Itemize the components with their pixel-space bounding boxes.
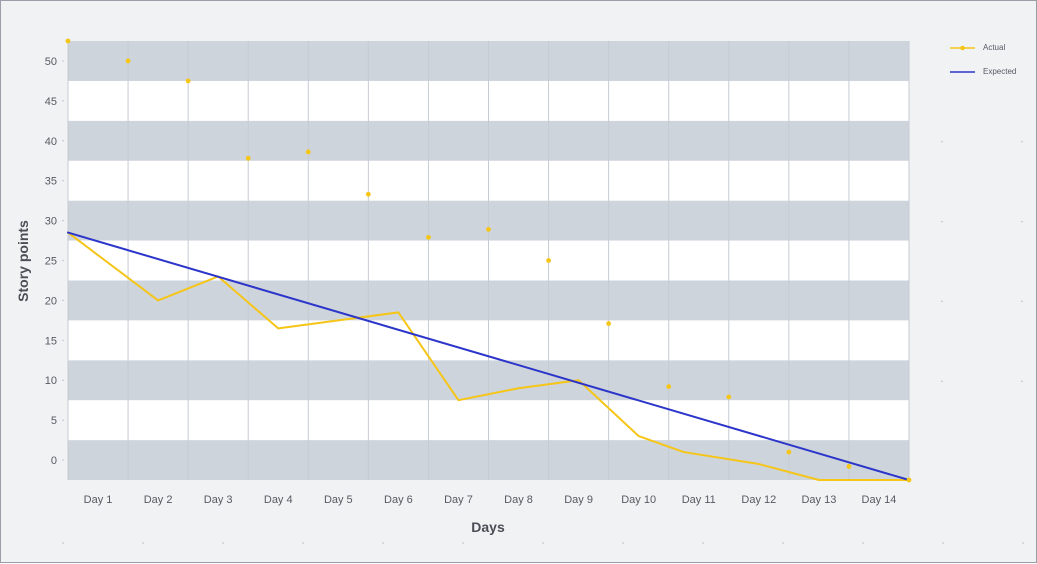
grid-dot <box>1021 220 1023 223</box>
series-line-expected <box>67 231 910 481</box>
y-tick-label: 15 <box>45 335 57 347</box>
x-tick-labels: Day 1 Day 2 Day 3 Day 4 Day 5 Day 6 Day 7 Day 8… <box>84 494 897 506</box>
grid-dot <box>302 542 304 544</box>
grid-dot <box>62 542 64 544</box>
grid-dot <box>942 542 944 544</box>
legend-item-expected: Expected <box>950 67 1016 76</box>
data-point-actual <box>426 234 431 240</box>
x-tick-label: Day 13 <box>801 494 836 506</box>
faint-grid-dots <box>62 60 1024 544</box>
legend-expected-label: Expected <box>983 67 1016 76</box>
grid-dot <box>142 542 144 544</box>
data-point-actual <box>486 226 491 232</box>
grid-dot <box>1021 380 1023 382</box>
y-tick-label: 25 <box>45 256 57 268</box>
x-tick-label: Day 6 <box>384 494 413 506</box>
data-point-actual <box>125 58 131 64</box>
series-line-actual <box>67 231 910 481</box>
grid-dot <box>62 419 64 421</box>
y-tick-label: 35 <box>45 176 57 188</box>
grid-dot <box>1022 542 1024 544</box>
y-tick-labels: 0 5 10 15 20 25 30 35 40 45 50 <box>45 56 57 467</box>
x-tick-label: Day 4 <box>264 494 293 506</box>
grid-dot <box>62 299 64 302</box>
grid-dot <box>222 542 224 544</box>
grid-dot <box>62 259 64 262</box>
grid-dot <box>1021 300 1023 303</box>
x-axis-title: Days <box>471 519 505 535</box>
y-tick-label: 5 <box>51 415 57 427</box>
grid-dot <box>62 140 64 142</box>
x-tick-label: Day 5 <box>324 494 353 506</box>
x-tick-label: Day 11 <box>682 494 716 506</box>
grid-dot <box>62 459 64 461</box>
y-tick-label: 30 <box>45 216 57 228</box>
y-tick-label: 40 <box>45 136 57 148</box>
x-tick-label: Day 9 <box>564 494 593 506</box>
data-point-actual <box>185 78 191 84</box>
data-point-actual <box>65 38 71 44</box>
grid-dot <box>941 141 943 143</box>
legend-item-actual: Actual <box>950 43 1005 52</box>
series-lines <box>67 231 910 481</box>
grid-dot <box>62 379 64 381</box>
data-point-actual <box>546 258 551 263</box>
grid-dot <box>941 380 943 382</box>
x-tick-label: Day 12 <box>741 494 776 506</box>
grid-dot <box>941 300 943 303</box>
grid-dot <box>1021 141 1023 143</box>
x-tick-label: Day 3 <box>204 494 233 506</box>
grid-dot <box>62 339 64 341</box>
vertical-gridlines <box>67 41 910 480</box>
grid-dot <box>622 542 624 544</box>
data-point-actual <box>245 155 251 161</box>
legend-actual-marker <box>960 45 965 51</box>
grid-dot <box>702 542 704 544</box>
grid-dot <box>542 542 544 544</box>
y-tick-label: 45 <box>45 96 57 108</box>
grid-dot <box>62 180 64 182</box>
legend: Actual Expected <box>950 43 1016 76</box>
data-point-actual <box>906 477 912 483</box>
x-tick-label: Day 2 <box>144 494 173 506</box>
grid-dot <box>782 542 784 544</box>
x-tick-label: Day 10 <box>621 494 656 506</box>
y-tick-label: 10 <box>45 375 57 387</box>
x-tick-label: Day 7 <box>444 494 473 506</box>
data-point-actual <box>666 384 672 390</box>
x-tick-label: Day 14 <box>862 494 897 506</box>
data-point-actual <box>305 149 311 155</box>
grid-dot <box>862 542 864 544</box>
data-point-actual <box>786 449 792 455</box>
x-tick-label: Day 1 <box>84 494 113 506</box>
y-tick-label: 50 <box>45 56 57 68</box>
legend-actual-label: Actual <box>983 43 1005 52</box>
data-point-actual <box>726 394 732 400</box>
grid-dot <box>941 220 943 223</box>
grid-dot <box>62 60 64 62</box>
series-points <box>65 38 912 483</box>
x-tick-label: Day 8 <box>504 494 533 506</box>
y-axis-title: Story points <box>15 220 31 302</box>
y-tick-label: 20 <box>45 295 57 307</box>
grid-dot <box>62 100 64 102</box>
data-point-actual <box>365 191 371 197</box>
data-point-actual <box>606 321 612 326</box>
y-tick-label: 0 <box>51 455 57 467</box>
grid-dot <box>62 219 64 222</box>
grid-dot <box>382 542 384 544</box>
data-point-actual <box>846 464 852 469</box>
grid-dot <box>462 542 464 544</box>
